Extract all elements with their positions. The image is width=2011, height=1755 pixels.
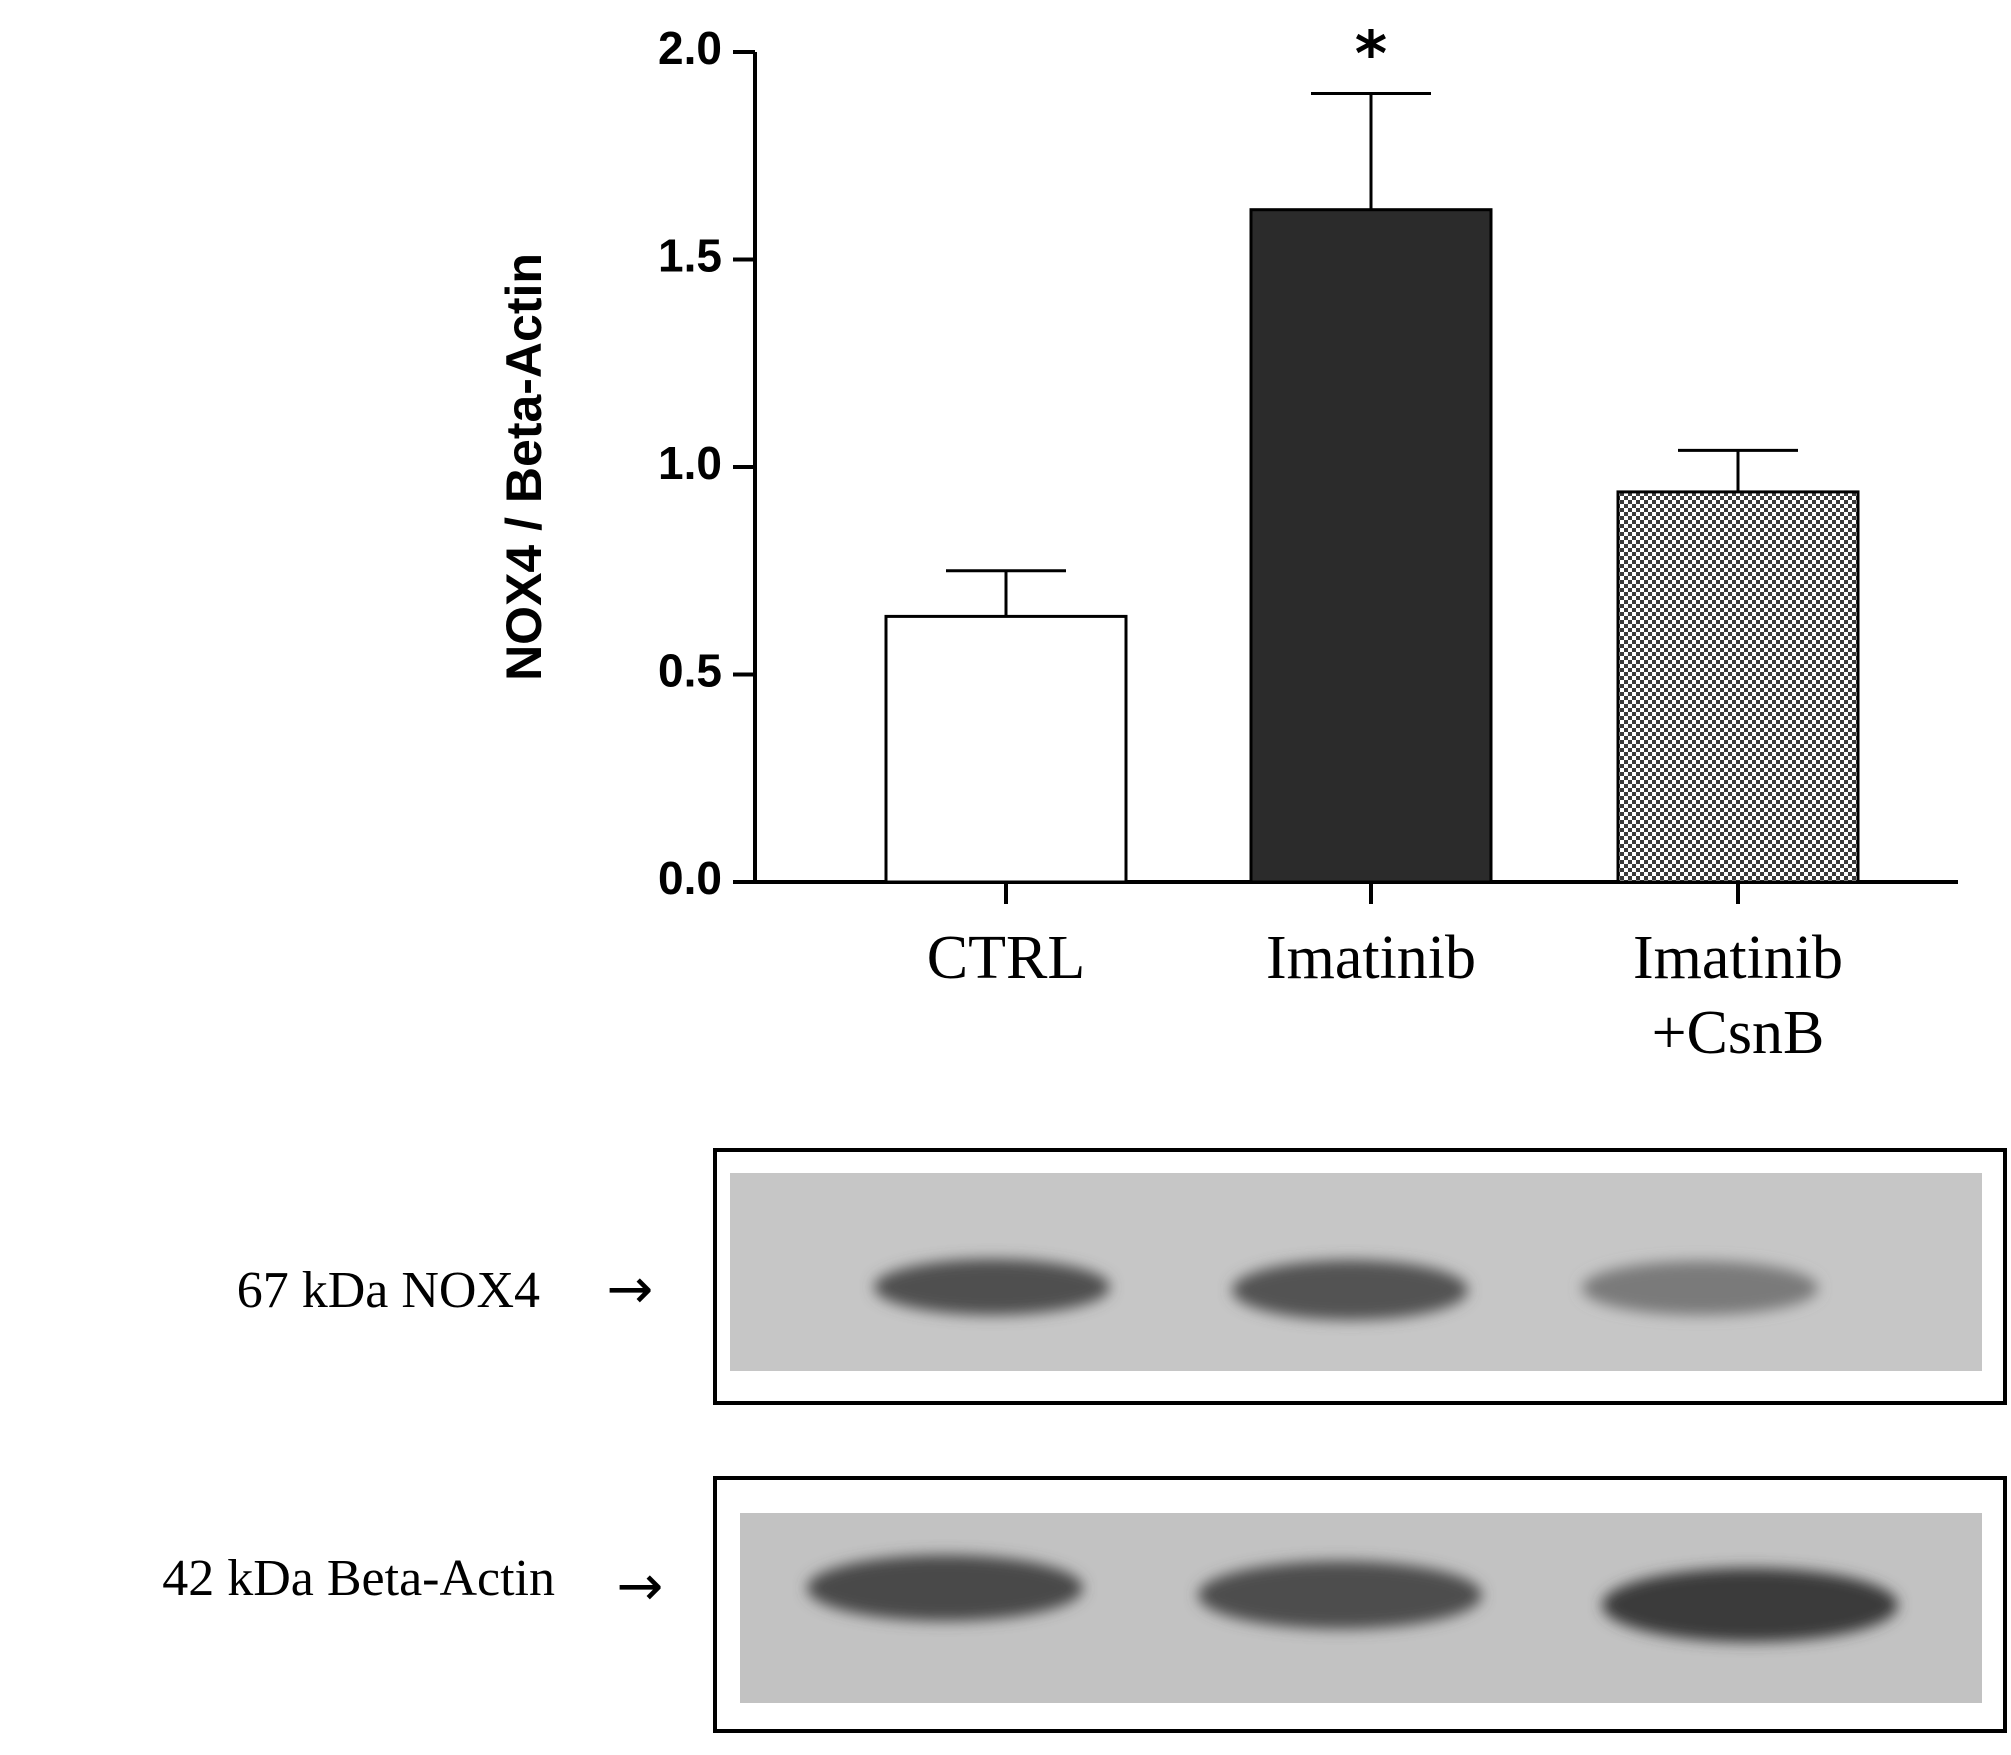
blot-nox4: 67 kDa NOX4 → — [237, 1148, 2007, 1405]
blot-label-beta-actin: 42 kDa Beta-Actin — [162, 1550, 555, 1607]
bar — [1249, 208, 1493, 884]
bands-beta-actin — [807, 1555, 1898, 1642]
y-axis-label: NOX4 / Beta-Actin — [496, 253, 552, 681]
blot-beta-actin: 42 kDa Beta-Actin → — [162, 1476, 2007, 1733]
bar-chart: 0.0 0.5 1.0 1.5 2.0 NOX4 / Beta-Actin * CTRL… — [496, 18, 1958, 1067]
band-nox4-lane1 — [874, 1259, 1110, 1315]
band-actin-lane2 — [1198, 1561, 1482, 1629]
blot-label-nox4: 67 kDa NOX4 — [237, 1262, 540, 1319]
y-ticks: 0.0 0.5 1.0 1.5 2.0 — [658, 22, 755, 904]
band-nox4-lane2 — [1232, 1260, 1468, 1320]
bar — [1616, 490, 1860, 884]
x-tick-label: Imatinib — [1633, 924, 1843, 992]
significance-marker: * — [1355, 18, 1387, 91]
x-tick-label: Imatinib — [1266, 924, 1476, 992]
y-tick-label: 2.0 — [658, 22, 722, 74]
x-tick-labels: CTRL Imatinib Imatinib +CsnB — [927, 882, 1843, 1067]
band-actin-lane1 — [807, 1555, 1083, 1621]
bars-group: * — [884, 18, 1860, 884]
bar — [884, 614, 1128, 884]
x-tick-label: +CsnB — [1652, 999, 1825, 1067]
y-tick-label: 1.5 — [658, 230, 722, 282]
y-tick-label: 0.0 — [658, 852, 722, 904]
y-tick-label: 0.5 — [658, 645, 722, 697]
blot-arrow-beta-actin: → — [617, 1554, 664, 1619]
blot-arrow-nox4: → — [607, 1257, 654, 1322]
band-actin-lane3 — [1602, 1568, 1898, 1642]
x-tick-label: CTRL — [927, 924, 1085, 992]
band-nox4-lane3 — [1582, 1261, 1818, 1315]
bands-nox4 — [874, 1259, 1818, 1320]
y-tick-label: 1.0 — [658, 437, 722, 489]
